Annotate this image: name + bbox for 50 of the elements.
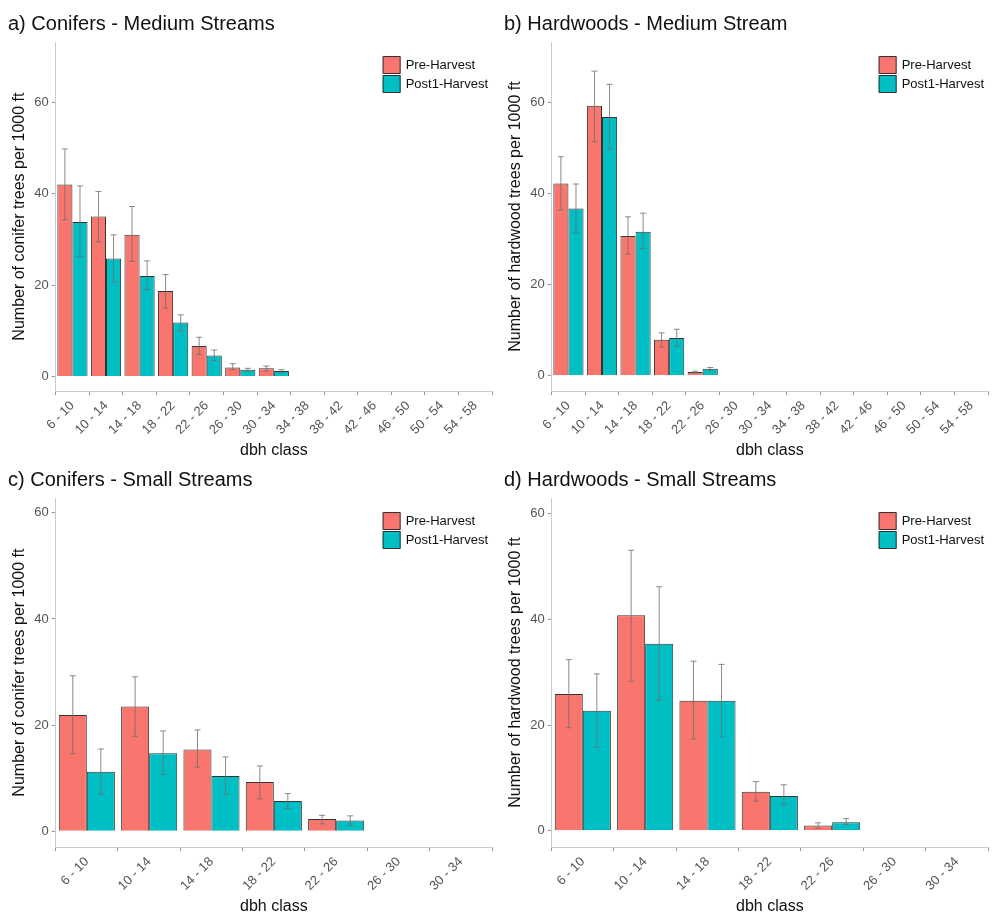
chart-title: b) Hardwoods - Medium Stream: [504, 11, 788, 34]
y-tick-label: 0: [537, 822, 545, 838]
y-axis-title: Number of conifer trees per 1000 ft: [10, 547, 28, 797]
legend-label: Post1-Harvest: [405, 532, 489, 548]
chart-title: a) Conifers - Medium Streams: [8, 11, 275, 34]
legend-label: Pre-Harvest: [405, 513, 476, 529]
y-tick-label: 20: [34, 716, 49, 732]
y-tick-label: 60: [34, 93, 49, 109]
x-tick-label: 6 - 10: [553, 853, 588, 888]
x-tick-label: 10 - 14: [610, 853, 650, 893]
x-tick-label: 6 - 10: [57, 853, 92, 888]
y-tick-label: 60: [530, 94, 545, 110]
chart-title: c) Conifers - Small Streams: [8, 467, 253, 490]
y-tick-label: 40: [530, 185, 545, 201]
x-tick-label: 10 - 14: [114, 853, 154, 893]
x-axis-title: dbh class: [240, 440, 308, 458]
x-axis-title: dbh class: [736, 440, 804, 458]
y-tick-label: 0: [41, 822, 49, 838]
legend-label: Pre-Harvest: [405, 57, 476, 73]
y-tick-label: 20: [34, 276, 49, 292]
y-tick-label: 0: [41, 368, 49, 384]
y-axis-title: Number of hardwood trees per 1000 ft: [506, 80, 524, 352]
legend-label: Post1-Harvest: [901, 76, 985, 92]
x-tick-label: 22 - 26: [301, 853, 341, 893]
x-tick-label: 18 - 22: [735, 853, 775, 893]
x-tick-label: 14 - 18: [672, 853, 713, 893]
y-tick-label: 20: [530, 716, 545, 732]
y-tick-label: 40: [530, 611, 545, 627]
y-tick-label: 40: [34, 185, 49, 201]
x-tick-label: 26 - 30: [363, 853, 404, 893]
y-tick-label: 60: [34, 504, 49, 520]
legend-label: Pre-Harvest: [901, 513, 972, 529]
x-tick-label: 26 - 30: [859, 853, 900, 893]
legend-label: Post1-Harvest: [901, 532, 985, 548]
y-tick-label: 40: [34, 610, 49, 626]
x-tick-label: 18 - 22: [239, 853, 279, 893]
chart-title: d) Hardwoods - Small Streams: [504, 467, 777, 490]
x-tick-label: 14 - 18: [176, 853, 217, 893]
y-axis-title: Number of conifer trees per 1000 ft: [10, 91, 28, 341]
x-axis-title: dbh class: [240, 896, 308, 914]
legend-label: Pre-Harvest: [901, 57, 972, 73]
x-axis-title: dbh class: [736, 896, 804, 914]
x-tick-label: 30 - 34: [922, 853, 962, 893]
y-tick-label: 60: [530, 505, 545, 521]
y-tick-label: 0: [537, 367, 545, 383]
x-tick-label: 30 - 34: [426, 853, 466, 893]
y-axis-title: Number of hardwood trees per 1000 ft: [506, 536, 524, 808]
x-tick-label: 22 - 26: [797, 853, 837, 893]
y-tick-label: 20: [530, 276, 545, 292]
legend-label: Post1-Harvest: [405, 76, 489, 92]
